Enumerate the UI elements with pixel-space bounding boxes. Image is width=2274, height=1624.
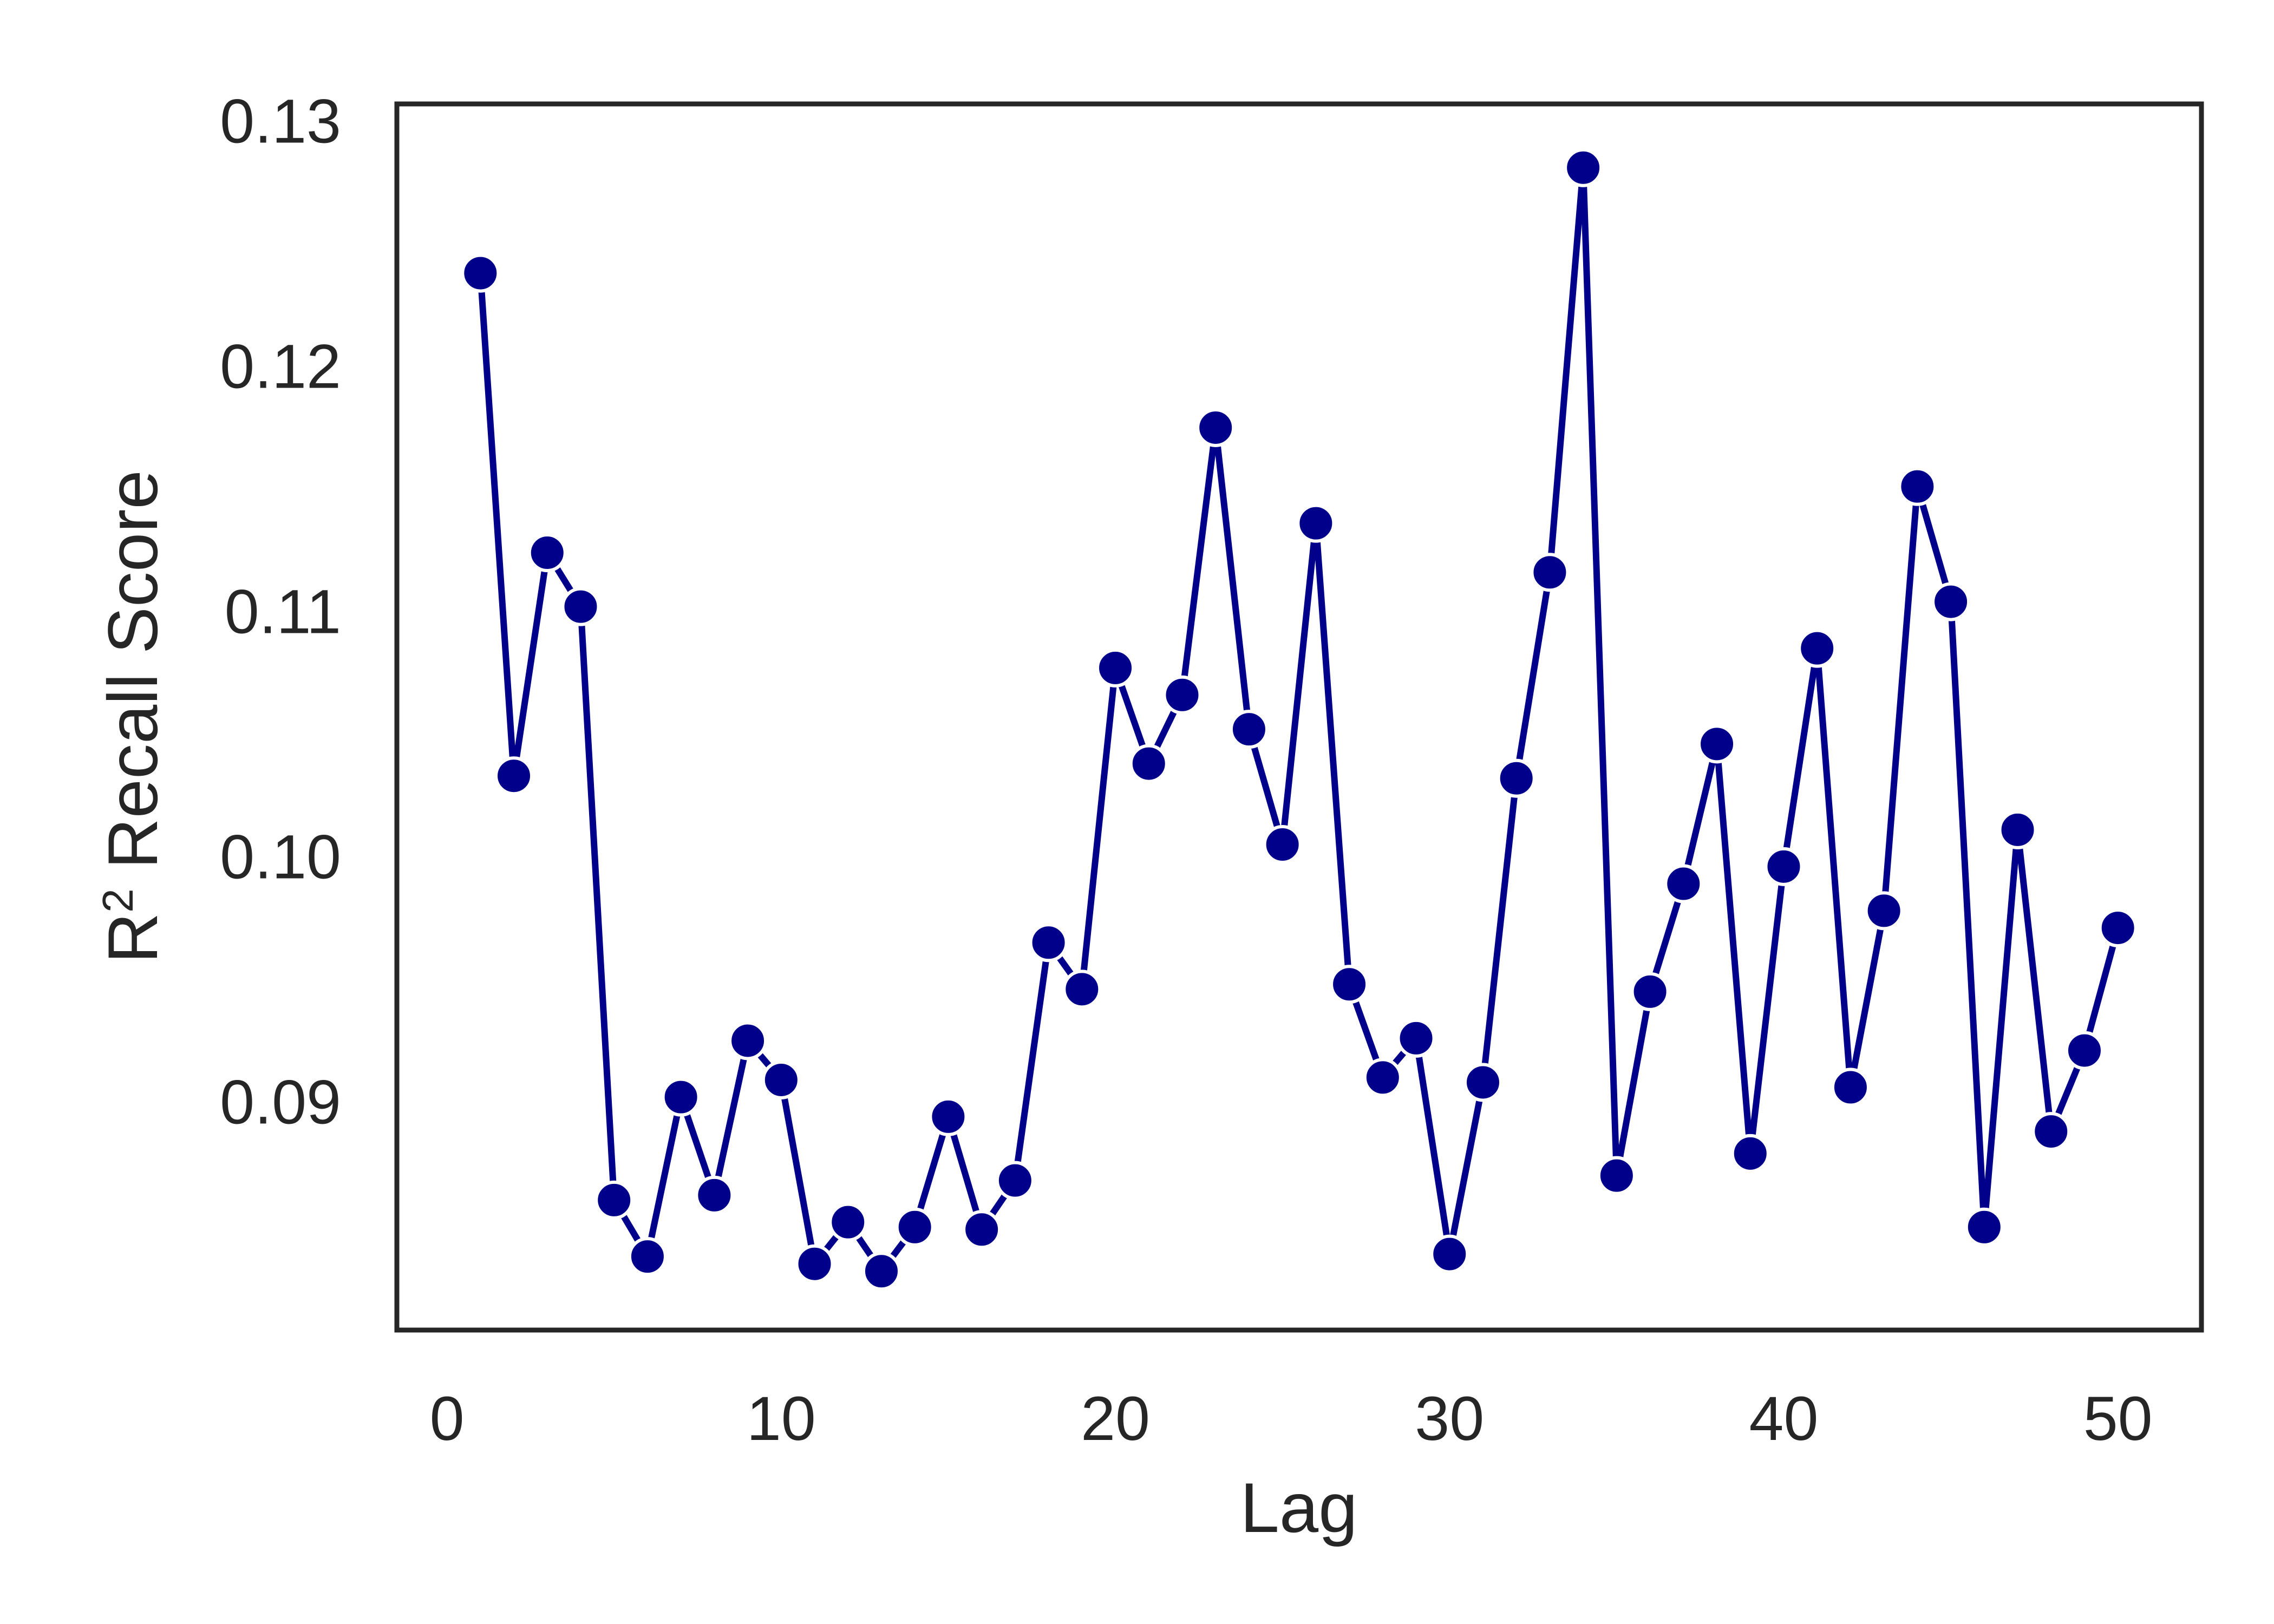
data-point <box>1697 724 1737 764</box>
data-point <box>1898 467 1937 506</box>
data-point <box>1864 891 1904 931</box>
y-tick-label: 0.11 <box>225 578 341 647</box>
data-point <box>661 1077 701 1117</box>
data-point <box>561 587 600 626</box>
data-point <box>895 1207 935 1247</box>
data-point <box>1798 628 1837 668</box>
data-point <box>1029 923 1068 962</box>
x-tick-label: 20 <box>1081 1384 1150 1453</box>
data-point <box>1931 582 1971 621</box>
data-point <box>1630 972 1670 1011</box>
data-point <box>1564 148 1603 187</box>
data-point <box>494 756 534 796</box>
y-axis-label-rest: Recall Score <box>93 470 172 888</box>
data-point <box>2098 908 2138 948</box>
y-axis-label-base: R <box>93 913 172 964</box>
x-axis-label: Lag <box>1240 1468 1358 1547</box>
data-point <box>1229 710 1269 749</box>
x-tick-label: 30 <box>1415 1384 1484 1453</box>
x-tick-label: 10 <box>747 1384 816 1453</box>
data-point <box>1597 1156 1636 1195</box>
data-point <box>1964 1207 2004 1247</box>
data-point <box>1497 758 1536 798</box>
data-point <box>1296 503 1336 543</box>
x-tick-label: 50 <box>2083 1384 2153 1453</box>
data-point <box>1330 965 1369 1004</box>
data-point <box>628 1237 667 1276</box>
data-point <box>1162 675 1202 715</box>
data-point <box>1664 864 1703 903</box>
x-tick-labels: 0 10 20 30 40 50 <box>430 1384 2153 1453</box>
data-point <box>828 1202 868 1242</box>
data-point <box>861 1252 901 1291</box>
data-point <box>695 1175 734 1215</box>
data-point <box>1998 810 2037 849</box>
data-point <box>1430 1234 1469 1274</box>
data-point <box>1363 1058 1402 1097</box>
y-tick-label: 0.12 <box>220 332 341 402</box>
data-point <box>1062 970 1102 1009</box>
data-point <box>2064 1031 2104 1070</box>
y-tick-label: 0.13 <box>220 87 341 156</box>
data-point <box>929 1097 968 1136</box>
y-axis-label: R2 Recall Score <box>93 470 172 963</box>
series-group <box>461 148 2138 1291</box>
data-point <box>1764 847 1803 886</box>
data-point <box>962 1210 1002 1249</box>
series-line <box>477 164 2121 1275</box>
data-point <box>761 1060 801 1099</box>
data-point <box>795 1244 834 1284</box>
y-tick-label: 0.09 <box>220 1068 341 1137</box>
data-point <box>527 533 567 572</box>
data-point <box>1096 648 1135 687</box>
data-point <box>728 1021 768 1060</box>
y-tick-labels: 0.09 0.10 0.11 0.12 0.13 <box>220 87 341 1137</box>
data-point <box>2031 1112 2071 1151</box>
data-point <box>1396 1018 1436 1058</box>
data-point <box>1730 1134 1770 1173</box>
data-point <box>461 253 500 293</box>
data-point <box>995 1161 1035 1200</box>
data-point <box>1463 1063 1502 1102</box>
data-point <box>594 1180 634 1220</box>
x-tick-label: 0 <box>430 1384 465 1453</box>
data-point <box>1530 553 1570 592</box>
data-point <box>1196 408 1236 447</box>
data-point <box>1129 744 1168 783</box>
data-point <box>1831 1068 1870 1107</box>
x-tick-label: 40 <box>1749 1384 1819 1453</box>
y-tick-label: 0.10 <box>220 823 341 892</box>
y-axis-label-superscript: 2 <box>94 888 142 913</box>
plot-frame <box>394 101 2204 1333</box>
data-point <box>1263 825 1302 865</box>
